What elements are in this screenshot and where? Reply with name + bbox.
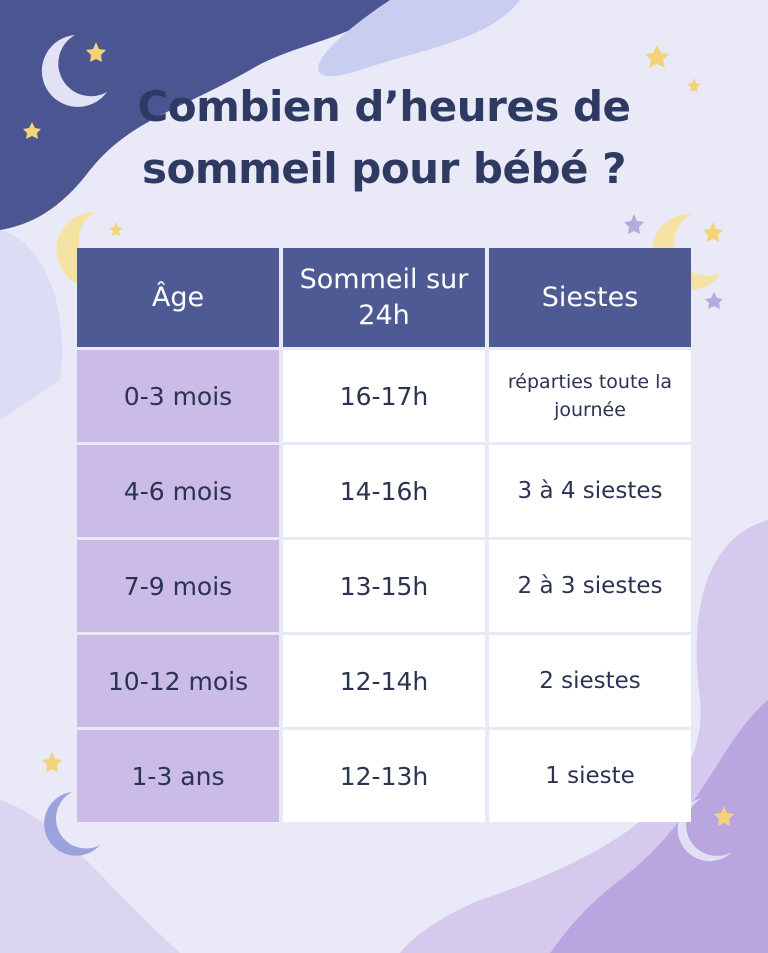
moon xyxy=(677,798,732,862)
table-cell: réparties toute la journée xyxy=(489,350,691,442)
header-cell: Sommeil sur 24h xyxy=(283,248,485,347)
purple-blob xyxy=(550,700,768,953)
age-cell: 4-6 mois xyxy=(77,445,279,537)
table-cell: 1 sieste xyxy=(489,730,691,822)
age-cell: 7-9 mois xyxy=(77,540,279,632)
table-cell: 13-15h xyxy=(283,540,485,632)
header-cell: Siestes xyxy=(489,248,691,347)
blob xyxy=(0,800,180,953)
table-cell: 14-16h xyxy=(283,445,485,537)
table: Âge Sommeil sur 24h Siestes 0-3 mois 16-17h r… xyxy=(77,248,691,824)
table-cell: 2 à 3 siestes xyxy=(489,540,691,632)
table-cell: 3 à 4 siestes xyxy=(489,445,691,537)
title: Combien d’heures de sommeil pour bébé ? xyxy=(137,82,631,193)
table-cell: 16-17h xyxy=(283,350,485,442)
table-cell: 2 siestes xyxy=(489,635,691,727)
stars xyxy=(624,214,723,309)
blob xyxy=(0,230,62,420)
header-cell: Âge xyxy=(77,248,279,347)
table-cell: 12-14h xyxy=(283,635,485,727)
age-cell: 1-3 ans xyxy=(77,730,279,822)
age-cell: 0-3 mois xyxy=(77,350,279,442)
moon xyxy=(41,35,108,107)
moon xyxy=(44,792,100,856)
blob xyxy=(318,0,520,77)
moon xyxy=(56,211,128,288)
table-cell: 12-13h xyxy=(283,730,485,822)
age-cell: 10-12 mois xyxy=(77,635,279,727)
